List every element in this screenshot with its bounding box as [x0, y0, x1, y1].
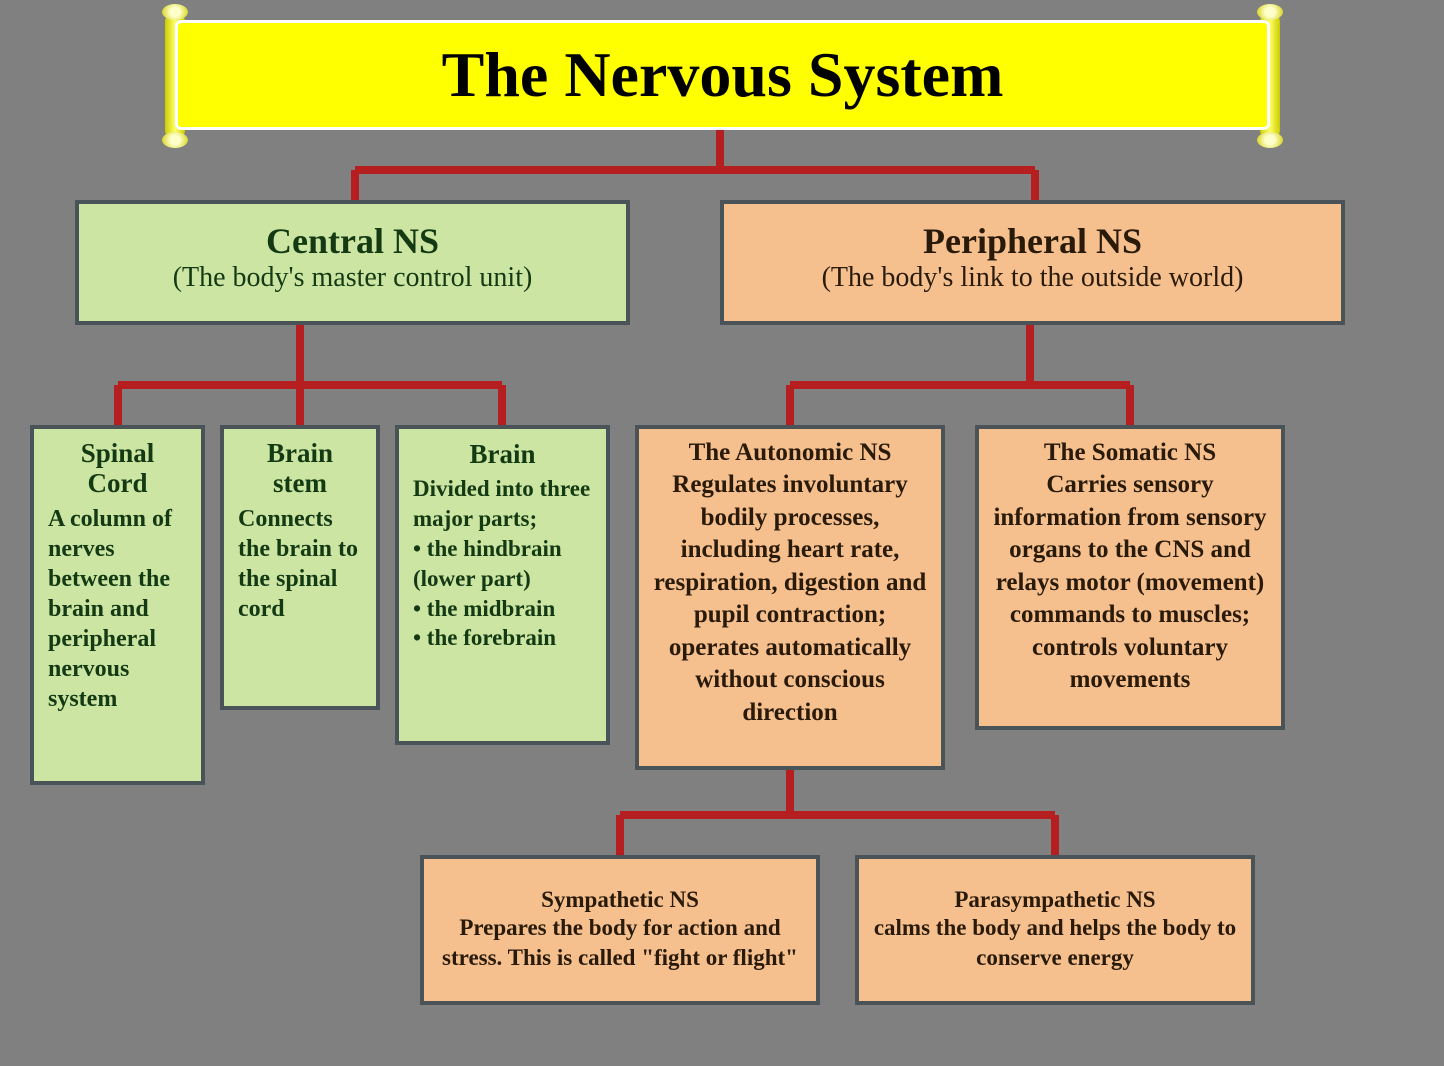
- node-peripheral-ns: Peripheral NS (The body's link to the ou…: [720, 200, 1345, 325]
- node-autonomic-ns: The Autonomic NS Regulates involuntary b…: [635, 425, 945, 770]
- peripheral-subheading: (The body's link to the outside world): [738, 262, 1327, 294]
- node-somatic-ns: The Somatic NS Carries sensory informati…: [975, 425, 1285, 730]
- node-central-ns: Central NS (The body's master control un…: [75, 200, 630, 325]
- central-heading: Central NS: [93, 220, 612, 262]
- parasympathetic-heading: Parasympathetic NS: [873, 887, 1237, 913]
- node-spinal-cord: Spinal Cord A column of nerves between t…: [30, 425, 205, 785]
- node-brain-stem: Brain stem Connects the brain to the spi…: [220, 425, 380, 710]
- autonomic-heading: The Autonomic NS: [653, 439, 927, 467]
- brain-stem-heading: Brain stem: [238, 439, 362, 498]
- brain-body: Divided into three major parts;• the hin…: [413, 474, 592, 653]
- parasympathetic-body: calms the body and helps the body to con…: [873, 913, 1237, 973]
- sympathetic-body: Prepares the body for action and stress.…: [438, 913, 802, 973]
- spinal-cord-heading: Spinal Cord: [48, 439, 187, 498]
- somatic-body: Carries sensory information from sensory…: [993, 469, 1267, 697]
- node-parasympathetic-ns: Parasympathetic NS calms the body and he…: [855, 855, 1255, 1005]
- autonomic-body: Regulates involuntary bodily processes, …: [653, 469, 927, 729]
- central-subheading: (The body's master control unit): [93, 262, 612, 294]
- node-brain: Brain Divided into three major parts;• t…: [395, 425, 610, 745]
- title-text: The Nervous System: [442, 38, 1004, 112]
- peripheral-heading: Peripheral NS: [738, 220, 1327, 262]
- brain-stem-body: Connects the brain to the spinal cord: [238, 504, 362, 624]
- spinal-cord-body: A column of nerves between the brain and…: [48, 504, 187, 714]
- somatic-heading: The Somatic NS: [993, 439, 1267, 467]
- sympathetic-heading: Sympathetic NS: [438, 887, 802, 913]
- brain-heading: Brain: [413, 439, 592, 470]
- title-banner: The Nervous System: [175, 20, 1270, 130]
- node-sympathetic-ns: Sympathetic NS Prepares the body for act…: [420, 855, 820, 1005]
